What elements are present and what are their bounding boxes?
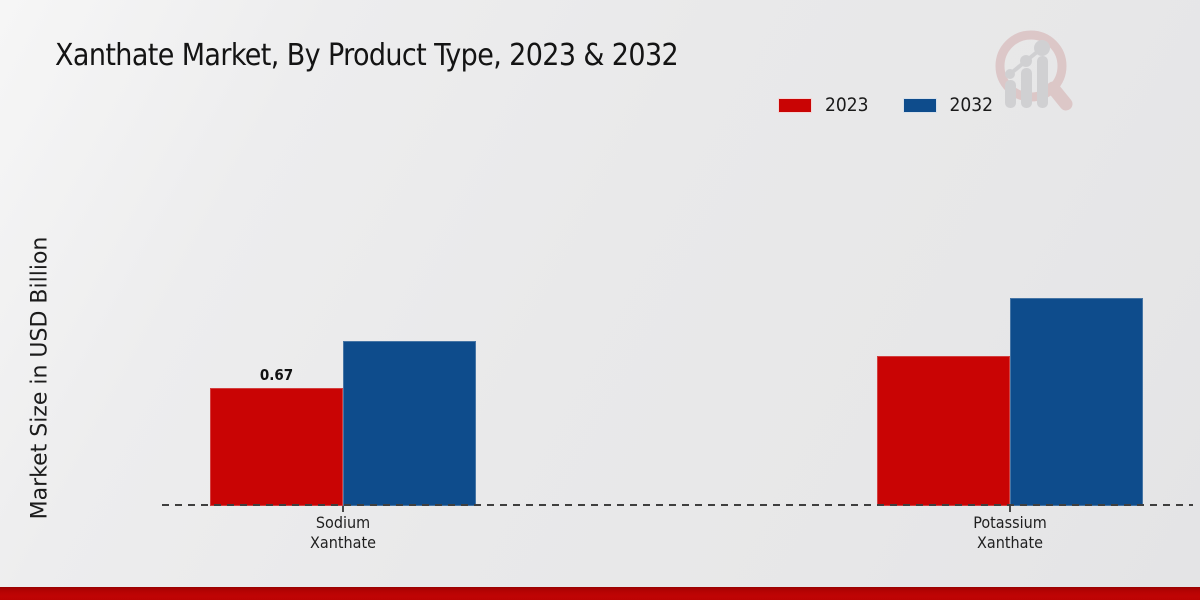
legend-label: 2032	[949, 94, 994, 116]
bar-2023-potassium-xanthate	[877, 356, 1010, 506]
market-research-future-logo-icon	[995, 30, 1073, 111]
legend-swatch-icon	[778, 97, 812, 113]
legend-item-2023: 2023	[778, 94, 869, 116]
legend: 2023 2032	[778, 94, 993, 116]
bar-value-label: 0.67	[259, 366, 294, 384]
bar-2032-sodium-xanthate	[343, 341, 476, 506]
axis-tick	[342, 506, 344, 512]
bar-2032-potassium-xanthate	[1010, 298, 1143, 506]
axis-tick	[1009, 506, 1011, 512]
bar-2023-sodium-xanthate	[210, 388, 343, 506]
legend-label: 2023	[825, 94, 869, 116]
footer-stripe	[0, 587, 1200, 600]
legend-item-2032: 2032	[902, 94, 994, 116]
category-label-potassium-xanthate: Potassium Xanthate	[973, 513, 1047, 552]
chart-title: Xanthate Market, By Product Type, 2023 &…	[55, 38, 679, 73]
x-axis-baseline	[162, 504, 1193, 506]
category-label-sodium-xanthate: Sodium Xanthate	[310, 513, 376, 552]
legend-swatch-icon	[902, 97, 937, 113]
